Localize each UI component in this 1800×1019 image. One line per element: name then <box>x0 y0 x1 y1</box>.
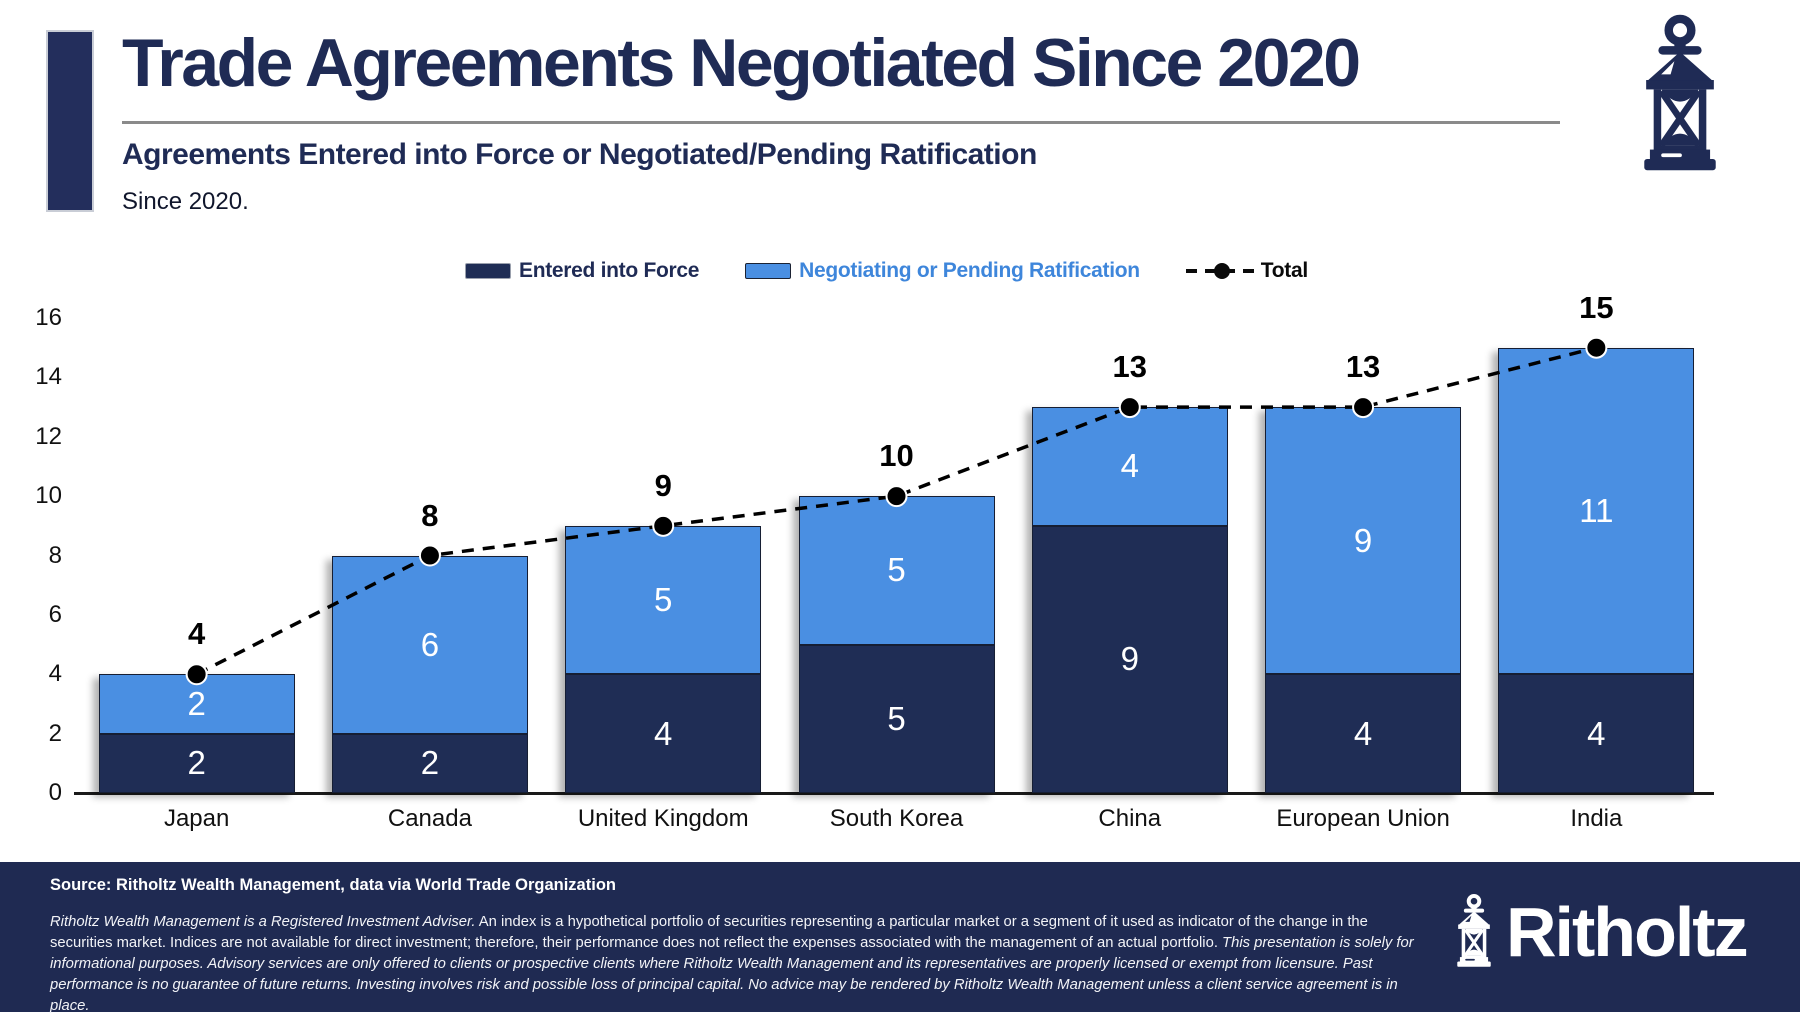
disclaimer-text: Ritholtz Wealth Management is a Register… <box>50 912 1425 1017</box>
bar-value-label: 2 <box>187 684 206 722</box>
total-value-label: 8 <box>421 497 439 533</box>
y-axis-tick-label: 0 <box>48 779 62 806</box>
ritholtz-logo-text: Ritholtz <box>1506 893 1749 971</box>
source-text: Source: Ritholtz Wealth Management, data… <box>50 876 616 894</box>
y-axis-tick-label: 14 <box>35 363 62 391</box>
bar-value-label: 9 <box>1353 521 1373 559</box>
subtitle: Agreements Entered into Force or Negotia… <box>122 138 1037 171</box>
disclaimer-normal: An index is a hypothetical portfolio of … <box>50 914 1368 951</box>
y-axis-tick-label: 2 <box>48 719 62 747</box>
bar-value-label: 2 <box>187 744 206 782</box>
y-axis-tick-label: 12 <box>35 422 62 450</box>
y-axis-tick-label: 4 <box>48 660 62 688</box>
y-axis-tick-label: 10 <box>35 482 62 510</box>
legend-label-total: Total <box>1260 259 1308 282</box>
bar-value-label: 4 <box>1587 714 1606 752</box>
title-accent-bar <box>46 30 94 212</box>
page-title: Trade Agreements Negotiated Since 2020 <box>122 25 1361 101</box>
bar-value-label: 4 <box>1120 447 1139 485</box>
bar-value-label: 9 <box>1120 640 1139 678</box>
bar-segment-entered: 5 <box>798 644 995 793</box>
bar-value-label: 11 <box>1579 491 1614 529</box>
total-value-label: 13 <box>1345 349 1381 385</box>
footer: Source: Ritholtz Wealth Management, data… <box>0 862 1800 1014</box>
y-axis-tick-label: 6 <box>48 600 62 628</box>
total-value-label: 10 <box>879 438 914 474</box>
bar-value-label: 4 <box>1353 714 1373 752</box>
bar-value-label: 5 <box>887 551 906 589</box>
x-axis-category-label: China <box>1098 805 1162 832</box>
bar-value-label: 4 <box>654 714 673 752</box>
bar-segment-entered: 4 <box>565 674 762 793</box>
bar-segment-negotiating: 11 <box>1498 347 1695 675</box>
bar-segment-negotiating: 5 <box>565 525 762 675</box>
title-underline <box>122 121 1560 124</box>
legend-item-negotiating: Negotiating or Pending Ratification <box>745 259 1140 283</box>
disclaimer-italic-lead: Ritholtz Wealth Management is a Register… <box>50 914 476 930</box>
x-axis-category-label: Canada <box>387 805 472 832</box>
total-value-label: 13 <box>1112 349 1148 385</box>
legend-swatch-entered <box>465 263 511 279</box>
y-axis-tick-label: 16 <box>35 304 62 331</box>
bar-value-label: 2 <box>420 744 440 782</box>
bar-segment-negotiating: 6 <box>331 555 528 734</box>
legend-label-negotiating: Negotiating or Pending Ratification <box>799 259 1140 282</box>
x-axis-category-label: European Union <box>1276 805 1450 832</box>
subnote: Since 2020. <box>122 188 249 215</box>
bar-segment-entered: 2 <box>98 733 295 793</box>
bar-segment-entered: 9 <box>1031 525 1228 793</box>
lantern-icon <box>1457 893 1491 967</box>
x-axis-line <box>74 792 1714 795</box>
legend-item-total: Total <box>1185 259 1308 283</box>
x-axis-category-label: South Korea <box>829 805 964 832</box>
bar-segment-negotiating: 9 <box>1265 407 1462 675</box>
lantern-icon <box>1644 14 1716 171</box>
total-value-label: 15 <box>1579 289 1614 325</box>
bar-value-label: 5 <box>887 699 906 737</box>
legend-label-entered: Entered into Force <box>519 259 700 282</box>
legend-item-entered: Entered into Force <box>465 259 699 283</box>
bar-segment-negotiating: 5 <box>798 496 995 645</box>
bar-segment-negotiating: 4 <box>1031 407 1228 526</box>
legend-swatch-negotiating <box>745 263 792 279</box>
chart-legend: Entered into Force Negotiating or Pendin… <box>465 259 1308 283</box>
ritholtz-logo: Ritholtz <box>1452 888 1749 976</box>
bar-segment-negotiating: 2 <box>98 674 295 734</box>
x-axis-category-label: United Kingdom <box>577 805 749 832</box>
bar-value-label: 6 <box>420 625 440 663</box>
x-axis-category-label: Japan <box>163 805 230 832</box>
bar-segment-entered: 4 <box>1265 674 1462 793</box>
bar-stack: 11 4 <box>1498 347 1695 793</box>
y-axis-tick-label: 8 <box>48 541 62 569</box>
bar-segment-entered: 4 <box>1498 674 1695 793</box>
dashed-line-marker-icon <box>1185 263 1258 279</box>
disclaimer-italic-tail: This presentation is solely for informat… <box>50 935 1414 1014</box>
bar-segment-entered: 2 <box>331 733 528 793</box>
x-axis-category-label: India <box>1570 805 1623 832</box>
bar-value-label: 5 <box>654 581 673 619</box>
total-value-label: 4 <box>188 616 206 652</box>
total-value-label: 9 <box>654 467 672 503</box>
